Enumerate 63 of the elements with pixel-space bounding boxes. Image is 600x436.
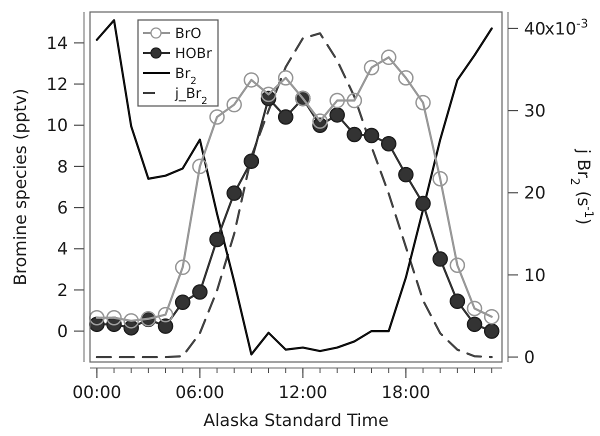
y-tick-label: 2 <box>57 280 68 301</box>
y-tick-label: 12 <box>46 75 68 96</box>
point <box>466 316 482 332</box>
point <box>106 310 122 326</box>
point <box>450 294 466 310</box>
point <box>329 92 345 108</box>
point <box>380 50 396 66</box>
point <box>174 260 190 276</box>
point <box>226 185 242 201</box>
point <box>450 257 466 273</box>
y-tick-label: 4 <box>57 240 68 260</box>
y2-tick-label: 40 <box>524 19 546 40</box>
point <box>484 323 500 339</box>
x-axis-title: Alaska Standard Time <box>203 411 389 431</box>
point <box>364 60 380 76</box>
y-tick-label: 6 <box>57 198 68 219</box>
point <box>364 128 380 144</box>
point <box>192 284 208 300</box>
legend-label: HOBr <box>175 46 212 62</box>
legend-label: j_Br$_{2}$ <box>174 86 208 106</box>
text: x10$^{-3}$ <box>544 16 588 40</box>
x-tick-label: 12:00 <box>278 383 328 403</box>
point <box>158 306 174 322</box>
point <box>158 318 174 334</box>
y-tick-label: 0 <box>57 322 68 342</box>
point <box>466 300 482 316</box>
point <box>209 109 225 125</box>
point <box>260 86 276 102</box>
point <box>398 70 414 86</box>
point <box>312 113 328 129</box>
point <box>244 72 260 88</box>
y2-tick-label: 20 <box>524 184 546 204</box>
y-axis-title: Bromine species (pptv) <box>11 88 31 286</box>
point <box>174 294 190 310</box>
point <box>278 70 294 86</box>
point <box>244 154 260 170</box>
x-tick-label: 06:00 <box>175 383 224 403</box>
point <box>346 92 362 108</box>
y2-tick-label: 10 <box>524 266 546 286</box>
point <box>415 94 431 110</box>
y-tick-label: 10 <box>46 116 68 136</box>
point <box>89 310 105 326</box>
point <box>415 196 431 212</box>
point <box>123 313 139 329</box>
point <box>226 96 242 112</box>
y2-tick-label: 0 <box>524 348 535 368</box>
point <box>278 109 294 125</box>
x-tick-label: 00:00 <box>72 383 122 403</box>
point <box>380 136 396 152</box>
point <box>192 158 208 174</box>
x-tick-label: 18:00 <box>381 383 430 403</box>
y2-tick-label: 30 <box>524 102 546 122</box>
point <box>484 308 500 324</box>
point <box>398 166 414 182</box>
point <box>209 232 225 248</box>
point <box>432 251 448 267</box>
legend-label: BrO <box>175 26 202 42</box>
y-tick-label: 14 <box>46 34 68 54</box>
y-tick-label: 8 <box>57 157 68 178</box>
point <box>329 107 345 123</box>
point <box>346 126 362 142</box>
point <box>432 171 448 187</box>
legend-label: Br$_{2}$ <box>175 66 197 86</box>
